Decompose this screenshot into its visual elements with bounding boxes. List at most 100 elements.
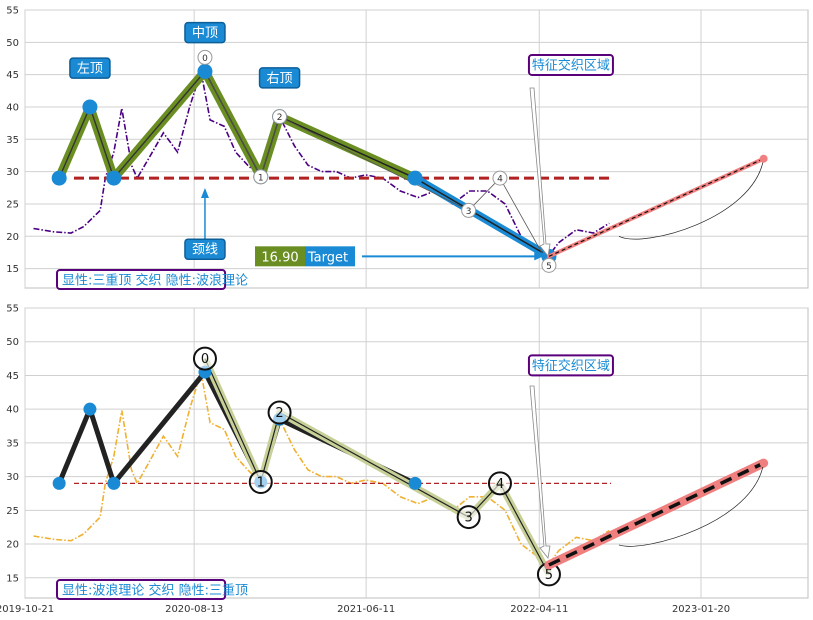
peak-label-2-box — [258, 67, 301, 89]
wave-marker: 3 — [461, 202, 477, 218]
wave-marker-label: 0 — [202, 54, 208, 64]
wave-marker-label: 0 — [201, 352, 209, 367]
wave-marker-label: 2 — [275, 406, 283, 421]
pattern-point — [107, 476, 121, 490]
wave-marker-circle — [192, 346, 217, 371]
projection-end-dot — [759, 154, 768, 163]
y-tick-label: 20 — [6, 540, 19, 551]
wave-marker-label: 5 — [545, 568, 553, 583]
y-tick-label: 15 — [6, 264, 19, 275]
wave-marker-circle — [487, 471, 512, 496]
peak-label-1: 中顶 — [184, 21, 226, 44]
right-shoulder-leg-core — [279, 115, 416, 179]
wave-marker-label: 4 — [496, 477, 504, 492]
x-tick-label: 2021-06-11 — [337, 604, 395, 615]
wave-marker-label: 2 — [277, 113, 283, 123]
peak-label-2: 右顶 — [258, 67, 301, 89]
projection-arc — [618, 463, 764, 547]
wave-marker-label: 5 — [546, 262, 552, 272]
projection-line — [548, 158, 764, 257]
x-tick-label: 2023-01-20 — [672, 604, 730, 615]
pattern-point — [106, 170, 122, 186]
pattern-point — [51, 170, 67, 186]
pattern-legend-text: 显性:波浪理论 交织 隐性:三重顶 — [62, 583, 248, 599]
y-tick-label: 35 — [6, 438, 19, 449]
wave-marker: 5 — [541, 257, 557, 273]
wave-marker-label: 3 — [465, 511, 473, 526]
target-label-bg — [305, 246, 355, 267]
y-tick-label: 55 — [6, 6, 19, 17]
pattern-legend: 显性:三重顶 交织 隐性:波浪理论 — [56, 269, 248, 290]
y-tick-label: 45 — [6, 70, 19, 81]
y-tick-label: 55 — [6, 304, 19, 315]
wave-marker: 2 — [272, 109, 288, 125]
y-tick-label: 20 — [6, 232, 19, 243]
peak-label-1-box — [184, 21, 226, 44]
x-tick-label: 2022-04-11 — [510, 604, 568, 615]
wave-marker-circle — [541, 257, 557, 273]
peak-label-0-text: 左顶 — [77, 62, 103, 77]
x-tick-label: 2020-08-13 — [165, 604, 223, 615]
pattern-point — [408, 476, 422, 490]
plot-frame — [24, 307, 809, 599]
wave-marker: 2 — [267, 400, 292, 425]
y-tick-label: 50 — [6, 38, 19, 49]
y-tick-label: 15 — [6, 573, 19, 584]
wave-marker-circle — [197, 49, 213, 65]
y-tick-label: 30 — [6, 167, 19, 178]
wave-marker-label: 4 — [497, 175, 503, 185]
peak-label-3-text: 颈线 — [192, 243, 218, 258]
projection-line — [548, 461, 765, 567]
peak-label-0: 左顶 — [69, 57, 111, 79]
wave-line — [204, 358, 550, 575]
wave-marker-circle — [461, 202, 477, 218]
wave-marker-label: 1 — [258, 173, 264, 183]
y-tick-label: 45 — [6, 371, 19, 382]
peak-label-0-box — [69, 57, 111, 79]
wave-marker: 1 — [253, 169, 269, 185]
peak-label-2-text: 右顶 — [267, 71, 293, 86]
wave-marker: 0 — [197, 49, 213, 65]
pattern-legend-box — [56, 579, 227, 600]
pattern-legend-text: 显性:三重顶 交织 隐性:波浪理论 — [62, 273, 248, 289]
wave-marker: 4 — [492, 170, 508, 186]
wave-marker-circle — [272, 109, 288, 125]
plot-frame — [24, 9, 809, 289]
target-value: 16.90 — [261, 250, 298, 265]
y-tick-label: 35 — [6, 135, 19, 146]
peak-label-3-box — [184, 238, 226, 260]
y-tick-label: 40 — [6, 405, 19, 416]
y-tick-label: 40 — [6, 102, 19, 113]
x-tick-label: 2019-10-21 — [0, 604, 54, 615]
feature-zone-label-text: 特征交织区域 — [532, 358, 610, 374]
y-tick-label: 25 — [6, 506, 19, 517]
target-value-bg — [255, 246, 305, 267]
neckline-arrowhead — [200, 188, 209, 198]
wave-marker-label: 1 — [257, 476, 265, 491]
pattern-point — [52, 476, 66, 490]
wave-marker-circle — [253, 169, 269, 185]
projection-arc — [618, 158, 764, 240]
pattern-point — [83, 402, 97, 416]
pattern-legend: 显性:波浪理论 交织 隐性:三重顶 — [56, 579, 248, 600]
feature-zone-label-box — [527, 354, 614, 377]
y-tick-label: 30 — [6, 472, 19, 483]
feature-zone-label: 特征交织区域 — [527, 354, 614, 377]
pattern-point — [82, 99, 98, 115]
pattern-point — [407, 170, 423, 186]
peak-label-1-text: 中顶 — [192, 26, 218, 41]
wave-marker-circle — [492, 170, 508, 186]
feature-zone-arrow — [529, 87, 551, 257]
feature-zone-label: 特征交织区域 — [527, 53, 614, 76]
pattern-legend-box — [56, 269, 227, 290]
wave-marker-circle — [456, 505, 481, 530]
wave-marker-circle — [248, 470, 273, 494]
wave-marker: 3 — [456, 505, 481, 530]
wave-thin-line — [204, 71, 550, 266]
target-arrowhead — [534, 252, 544, 261]
y-tick-label: 50 — [6, 337, 19, 348]
target-label: Target — [307, 250, 348, 265]
wave-marker-circle — [267, 400, 292, 425]
